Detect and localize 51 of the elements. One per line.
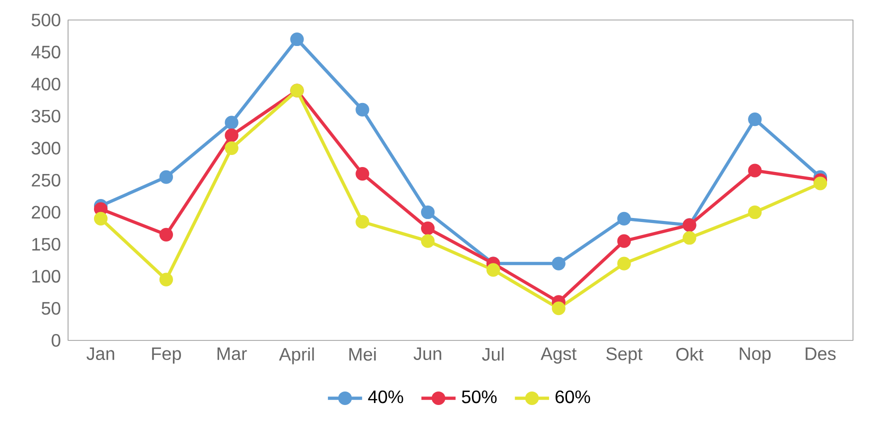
y-tick-label: 250	[32, 174, 60, 187]
point	[356, 103, 370, 117]
point	[356, 215, 370, 229]
x-tick-label: Agst	[540, 348, 577, 364]
y-tick-label: 100	[32, 270, 60, 283]
legend-label: 40%	[368, 390, 404, 404]
x-tick-label: Jan	[86, 348, 114, 360]
point	[356, 167, 370, 181]
x-tick-label: April	[279, 348, 314, 365]
point	[290, 32, 304, 46]
x-tick-label: Jul	[482, 348, 504, 361]
point	[159, 228, 174, 242]
x-tick-label: Jun	[414, 348, 442, 360]
x-tick-label: Mei	[349, 348, 376, 361]
x-tick-label: Fep	[152, 348, 181, 364]
point	[224, 142, 238, 156]
point	[813, 176, 828, 190]
point	[748, 206, 762, 220]
y-tick-label: 300	[32, 142, 60, 155]
y-tick-label: 0	[52, 334, 60, 348]
point	[159, 170, 174, 184]
legend-label: 50%	[462, 390, 497, 404]
y-tick-label: 400	[31, 78, 60, 91]
x-tick-label: Sept	[606, 348, 642, 364]
x-tick-label: Mar	[218, 348, 247, 360]
point	[748, 164, 762, 178]
point	[682, 231, 696, 245]
point	[617, 234, 631, 248]
x-tick-label: Okt	[676, 348, 704, 361]
point	[159, 272, 174, 287]
x-tick-label: Nop	[740, 348, 771, 364]
point	[617, 212, 631, 226]
y-tick-label: 450	[31, 46, 60, 59]
x-tick-label: Des	[806, 348, 836, 360]
y-tick-label: 350	[32, 110, 60, 123]
point	[421, 234, 435, 248]
point	[224, 116, 238, 130]
point	[421, 222, 435, 236]
point	[486, 263, 500, 277]
point	[748, 112, 762, 126]
y-tick-label: 500	[32, 14, 60, 27]
y-tick-label: 150	[32, 238, 60, 251]
point	[94, 212, 108, 226]
legend-label: 60%	[556, 390, 590, 404]
point	[552, 256, 566, 271]
point	[617, 256, 631, 271]
point	[552, 302, 566, 316]
y-tick-label: 200	[32, 206, 60, 219]
point	[224, 128, 238, 142]
y-tick-label: 50	[42, 302, 60, 316]
point	[421, 206, 435, 220]
